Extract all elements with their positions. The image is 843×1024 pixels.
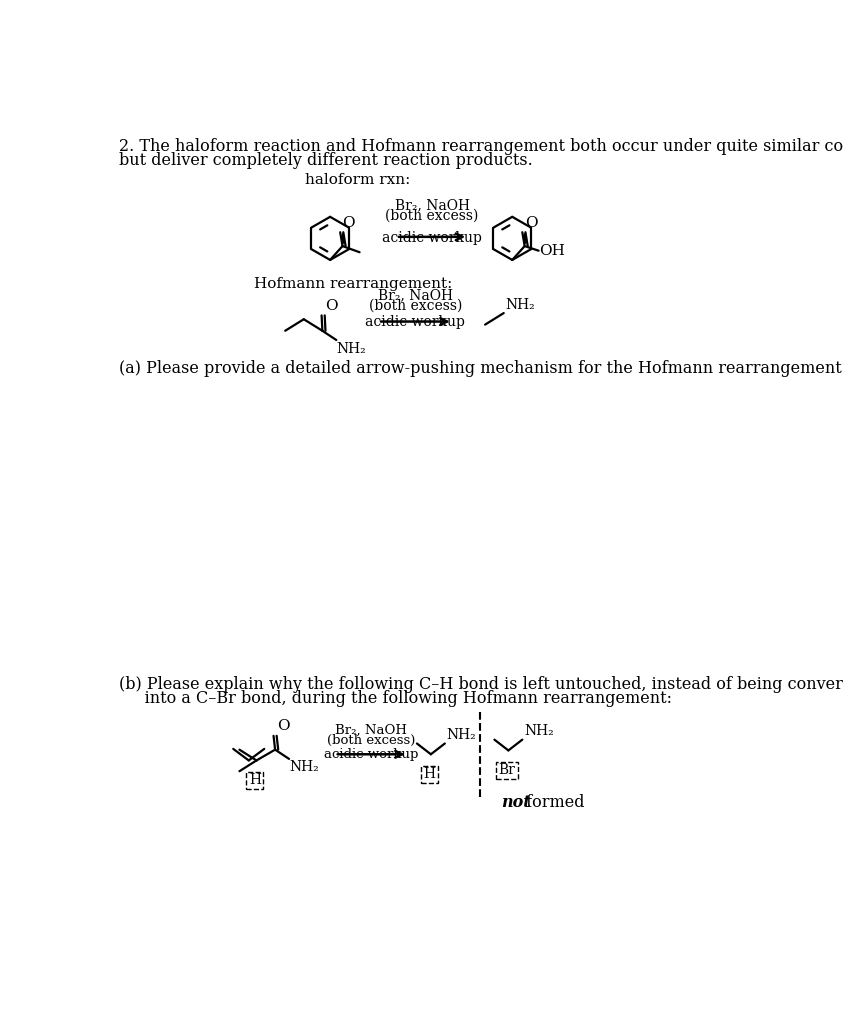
Text: into a C–Br bond, during the following Hofmann rearrangement:: into a C–Br bond, during the following H… [120,689,673,707]
Text: (b) Please explain why the following C–H bond is left untouched, instead of bein: (b) Please explain why the following C–H… [120,676,843,693]
Text: O: O [342,216,355,230]
Bar [246,772,264,788]
Text: Br₂, NaOH: Br₂, NaOH [395,199,470,212]
Text: (both excess): (both excess) [385,208,479,222]
Text: Br₂, NaOH: Br₂, NaOH [378,289,453,302]
Text: NH₂: NH₂ [289,761,319,774]
Text: OH: OH [540,244,566,258]
Bar [421,766,438,782]
Text: 2. The haloform reaction and Hofmann rearrangement both occur under quite simila: 2. The haloform reaction and Hofmann rea… [120,138,843,156]
Text: (a) Please provide a detailed arrow-pushing mechanism for the Hofmann rearrangem: (a) Please provide a detailed arrow-push… [120,360,843,377]
Text: H: H [249,773,261,787]
Text: NH₂: NH₂ [524,724,554,738]
Text: acidic workup: acidic workup [324,749,418,761]
Text: not: not [501,795,530,811]
Text: Hofmann rearrangement:: Hofmann rearrangement: [255,276,453,291]
Text: but deliver completely different reaction products.: but deliver completely different reactio… [120,153,533,169]
Text: NH₂: NH₂ [505,298,535,311]
Text: acidic workup: acidic workup [382,230,482,245]
Text: O: O [277,720,289,733]
Text: H: H [423,767,435,781]
Text: Br: Br [498,764,515,777]
Text: haloform rxn:: haloform rxn: [305,173,411,187]
Bar [496,762,518,779]
Text: formed: formed [521,795,584,811]
Text: NH₂: NH₂ [447,728,476,742]
Text: Br₂, NaOH: Br₂, NaOH [336,724,407,736]
Text: O: O [524,216,537,230]
Text: (both excess): (both excess) [327,733,416,746]
Text: NH₂: NH₂ [336,342,366,355]
Text: (both excess): (both excess) [368,298,462,312]
Text: acidic workup: acidic workup [365,315,465,330]
Text: O: O [325,299,337,313]
